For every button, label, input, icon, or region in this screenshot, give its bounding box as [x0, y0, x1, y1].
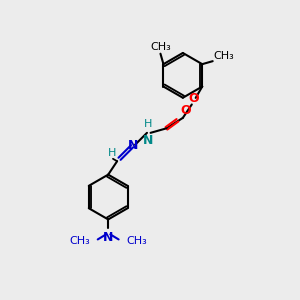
Text: CH₃: CH₃ [126, 236, 147, 246]
Text: CH₃: CH₃ [213, 51, 234, 61]
Text: N: N [143, 134, 153, 147]
Text: H: H [144, 119, 152, 129]
Text: N: N [103, 231, 113, 244]
Text: CH₃: CH₃ [150, 42, 171, 52]
Text: H: H [108, 148, 116, 158]
Text: O: O [188, 92, 199, 105]
Text: N: N [128, 139, 138, 152]
Text: CH₃: CH₃ [70, 236, 90, 246]
Text: O: O [180, 104, 191, 117]
